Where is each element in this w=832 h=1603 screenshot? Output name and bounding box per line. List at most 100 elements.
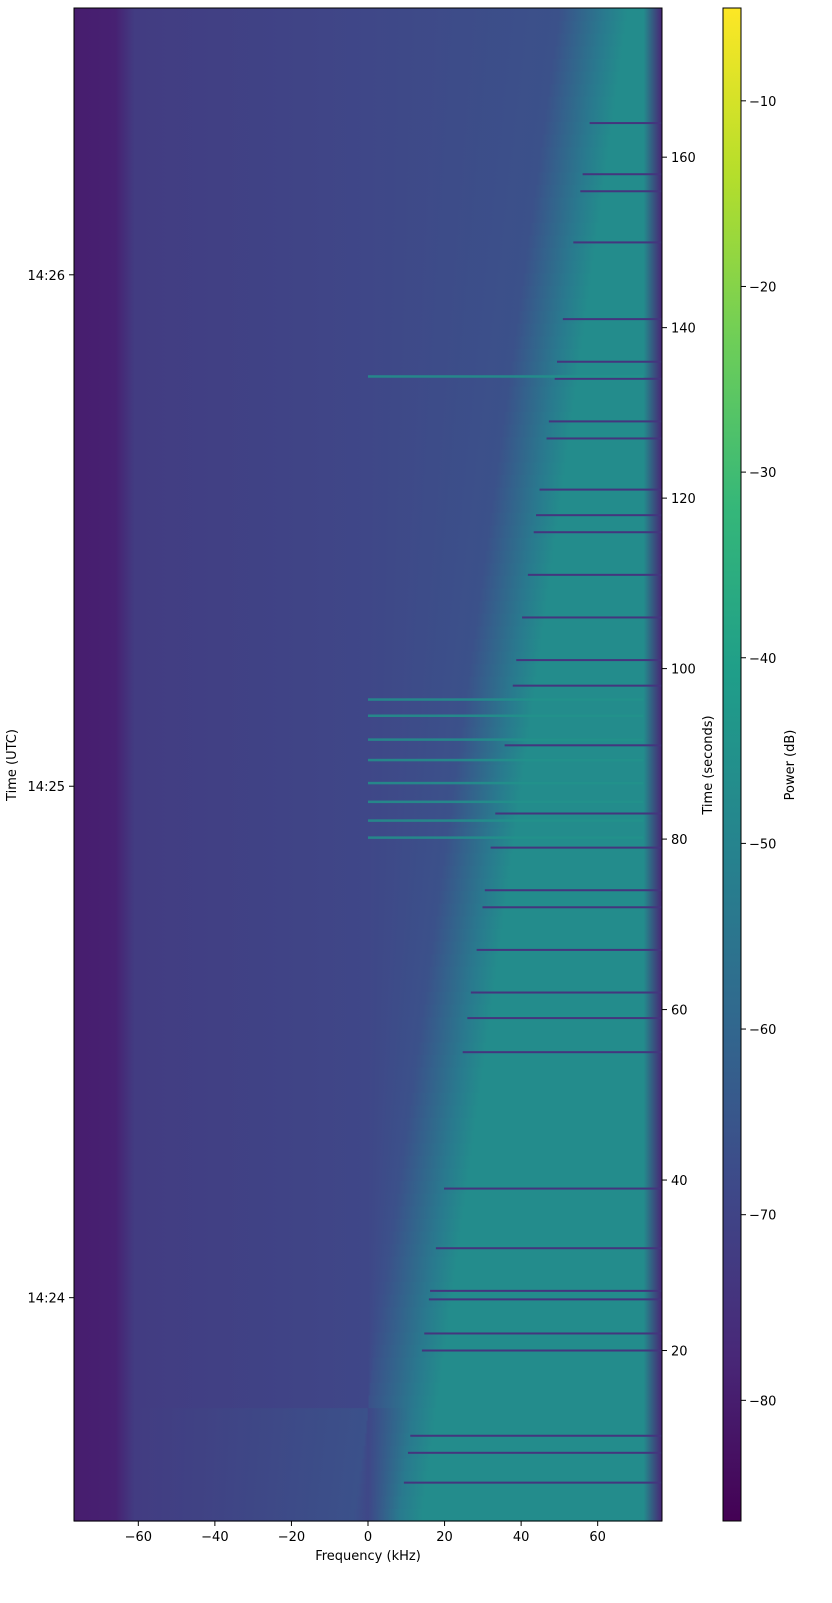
heatmap-row <box>74 638 662 652</box>
heatmap-row <box>74 1445 662 1459</box>
heatmap-row <box>74 398 662 413</box>
heatmap-row <box>74 1180 662 1194</box>
dropout-line <box>533 531 662 534</box>
heatmap-row <box>74 550 662 564</box>
heatmap-row <box>74 310 662 324</box>
heatmap-row <box>74 651 662 665</box>
heatmap-row <box>74 751 662 766</box>
dropout-line <box>546 437 662 440</box>
dropout-line <box>470 991 662 994</box>
heatmap-row <box>74 1306 662 1320</box>
heatmap-row <box>74 234 662 249</box>
x-tick-label: −60 <box>125 1530 152 1545</box>
right-tick-label: 140 <box>671 322 696 337</box>
heatmap-row <box>74 1167 662 1182</box>
heatmap-row <box>74 20 662 34</box>
heatmap-row <box>74 852 662 866</box>
dropout-line <box>484 889 662 892</box>
colorbar-tick-label: −10 <box>749 95 776 110</box>
heatmap-row <box>74 424 662 438</box>
colorbar-tick-label: −40 <box>749 652 776 667</box>
heatmap-row <box>74 1193 662 1207</box>
left-time-axis: 14:24 14:25 14:26 <box>28 269 74 1307</box>
heatmap-row <box>74 840 662 854</box>
heatmap-row <box>74 146 662 160</box>
heatmap-row <box>74 537 662 551</box>
heatmap-row <box>74 411 662 425</box>
heatmap-row <box>74 1130 662 1144</box>
heatmap-row <box>74 1483 662 1497</box>
dropout-line <box>490 846 662 849</box>
heatmap-row <box>74 739 662 753</box>
left-tick-label: 14:24 <box>28 1292 65 1307</box>
heatmap-row <box>74 802 662 816</box>
dropout-line <box>467 1017 662 1020</box>
bright-line <box>368 781 644 785</box>
heatmap-row <box>74 323 662 337</box>
heatmap-row <box>74 587 662 602</box>
heatmap-row <box>74 285 662 299</box>
x-axis: −60 −40 −20 0 20 40 60 <box>125 1521 606 1545</box>
bright-line <box>368 698 644 701</box>
spectrogram-bright-lines <box>368 375 644 839</box>
dropout-line <box>516 659 662 662</box>
heatmap-row <box>74 764 662 778</box>
heatmap-row <box>74 966 662 980</box>
heatmap-row <box>74 1432 662 1446</box>
heatmap-row <box>74 247 662 261</box>
dropout-line <box>424 1332 662 1335</box>
colorbar-tick-label: −80 <box>749 1394 776 1409</box>
colorbar-tick-label: −30 <box>749 466 776 481</box>
dropout-line <box>582 173 662 176</box>
right-tick-label: 120 <box>671 492 696 507</box>
heatmap-row <box>74 1117 662 1131</box>
dropout-line <box>562 318 662 321</box>
heatmap-row <box>74 121 662 135</box>
heatmap-row <box>74 1155 662 1169</box>
heatmap-row <box>74 361 662 375</box>
heatmap-row <box>74 1243 662 1257</box>
heatmap-row <box>74 1268 662 1283</box>
heatmap-row <box>74 865 662 879</box>
right-y-axis-label: Time (seconds) <box>701 715 716 815</box>
dropout-line <box>403 1481 662 1484</box>
heatmap-row <box>74 1344 662 1358</box>
heatmap-row <box>74 524 662 539</box>
dropout-line <box>527 573 662 576</box>
bright-line <box>368 819 644 822</box>
dropout-line <box>495 812 662 815</box>
bright-line <box>368 375 644 378</box>
heatmap-row <box>74 562 662 576</box>
right-tick-label: 40 <box>671 1174 688 1189</box>
bright-line <box>368 758 644 762</box>
heatmap-row <box>74 487 662 501</box>
heatmap-row <box>74 1495 662 1509</box>
heatmap-row <box>74 1067 662 1081</box>
heatmap-row <box>74 1457 662 1472</box>
heatmap-row <box>74 1369 662 1383</box>
bright-line <box>368 800 644 804</box>
heatmap-row <box>74 499 662 513</box>
dropout-line <box>580 190 662 193</box>
heatmap-row <box>74 1281 662 1295</box>
x-tick-label: 20 <box>436 1530 453 1545</box>
dropout-line <box>462 1051 662 1054</box>
colorbar-tick-label: −60 <box>749 1023 776 1038</box>
spectrogram-heatmap <box>74 8 662 1522</box>
heatmap-row <box>74 953 662 967</box>
heatmap-row <box>74 272 662 286</box>
heatmap-row <box>74 1508 662 1522</box>
x-tick-label: 0 <box>364 1530 372 1545</box>
dropout-line <box>407 1451 662 1454</box>
dropout-line <box>430 1289 662 1292</box>
dropout-line <box>536 514 662 517</box>
x-axis-label: Frequency (kHz) <box>315 1549 421 1564</box>
heatmap-row <box>74 1029 662 1043</box>
heatmap-row <box>74 58 662 72</box>
heatmap-row <box>74 1294 662 1308</box>
heatmap-row <box>74 260 662 274</box>
heatmap-row <box>74 512 662 526</box>
heatmap-row <box>74 789 662 803</box>
heatmap-row <box>74 1256 662 1270</box>
